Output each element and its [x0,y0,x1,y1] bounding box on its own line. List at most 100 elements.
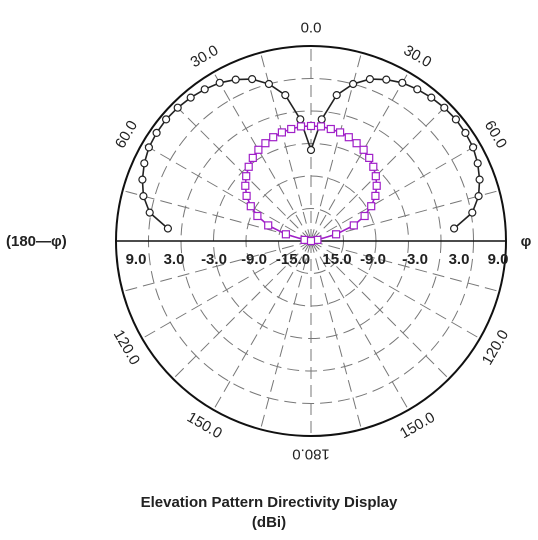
series-1-point [152,128,161,137]
series-2-point [369,162,378,171]
series-1-point [440,103,449,112]
grid-spoke [260,240,312,430]
series-1-point [468,208,477,217]
series-1-point [306,145,316,155]
radial-tick-label: 15.0 [322,251,351,268]
radial-tick-label: 3.0 [449,251,470,268]
series-1-point [281,90,290,100]
series-1-point [398,78,407,87]
angle-label: 180.0 [292,446,330,463]
chart-unit-label: (dBi) [251,514,287,531]
series-1-point [427,93,436,102]
series-2-point [281,230,290,239]
series-1-point [349,79,358,89]
grid-spoke [310,240,362,430]
series-2-point [360,211,369,221]
radial-tick-label: -9.0 [360,251,386,268]
series-2-point [242,172,251,181]
series-2-point [296,122,306,131]
grid-spoke [141,143,312,242]
series-1-point [473,159,482,168]
grid-spoke [122,190,312,242]
series-2-point [359,145,368,154]
chart-title: Elevation Pattern Directivity Display [140,494,398,511]
series-1-point [332,90,341,100]
series-2-point [371,191,380,200]
series-2-point [244,162,253,171]
series-1-point [450,224,459,233]
grid-spoke [310,190,500,242]
series-2-point [332,230,341,239]
series-layer [138,74,484,246]
grid-spoke [213,71,312,242]
series-1-point [469,143,478,152]
grid-spoke [310,240,409,411]
series-2-point [254,145,263,154]
series-2-point [352,139,361,148]
grid-spoke [310,240,450,380]
series-1-point [138,175,147,184]
radial-tick-label: 9.0 [126,251,147,268]
grid-spoke [310,102,450,242]
series-2-point [365,153,374,162]
grid-spoke [172,102,312,242]
series-2-point [306,236,316,246]
radial-tick-label: -3.0 [402,251,428,268]
grid-spoke [310,71,409,242]
series-2-point [367,202,376,211]
series-2-point [316,122,326,131]
angle-label: 0.0 [301,20,322,37]
radial-tick-label: 9.0 [488,251,509,268]
series-2-point [287,124,296,134]
grid-spoke [310,143,481,242]
series-2-point [261,139,270,148]
series-2-point [269,133,278,142]
angle-label: 30.0 [401,42,435,71]
series-1-point [215,78,224,87]
series-1-point [163,224,172,233]
series-2-point [264,221,273,230]
series-1-point [475,175,484,184]
series-1-point [186,93,195,102]
series-1-point [317,115,326,124]
polar-grid [115,45,507,437]
series-1-point [413,85,422,94]
grid-spoke [310,240,481,339]
grid-spoke [310,240,500,292]
series-1-point [162,115,171,124]
series-1-point [264,79,273,89]
radial-tick-label: -9.0 [241,251,267,268]
radial-tick-label: 3.0 [164,251,185,268]
series-2-point [241,181,250,190]
series-1-point [461,128,470,137]
angle-label: 60.0 [112,118,141,152]
series-2-point [253,211,262,221]
grid-spoke [122,240,312,292]
series-2-point [242,191,251,200]
series-1-point [382,75,391,84]
series-2-point [306,121,316,131]
series-1-point [296,115,305,124]
series-2-point [246,202,255,211]
grid-spoke [141,240,312,339]
series-2-point [336,128,345,137]
left-side-label: (180—φ) [6,233,67,250]
angle-label: 60.0 [481,118,510,152]
series-2-point [277,128,286,137]
series-1-point [365,74,374,84]
series-1-point [474,192,483,201]
series-2-point [349,221,358,230]
series-2-point [344,133,353,142]
series-1-point [173,103,182,112]
series-1-point [248,74,257,84]
series-2-point [371,172,380,181]
angle-label: 30.0 [188,42,222,71]
series-1-point [145,208,154,217]
right-side-label: φ [521,233,532,250]
series-2-point [248,153,257,162]
radial-tick-label: -3.0 [201,251,227,268]
series-1-point [451,115,460,124]
series-2-point [326,124,335,134]
series-1-point [144,143,153,152]
